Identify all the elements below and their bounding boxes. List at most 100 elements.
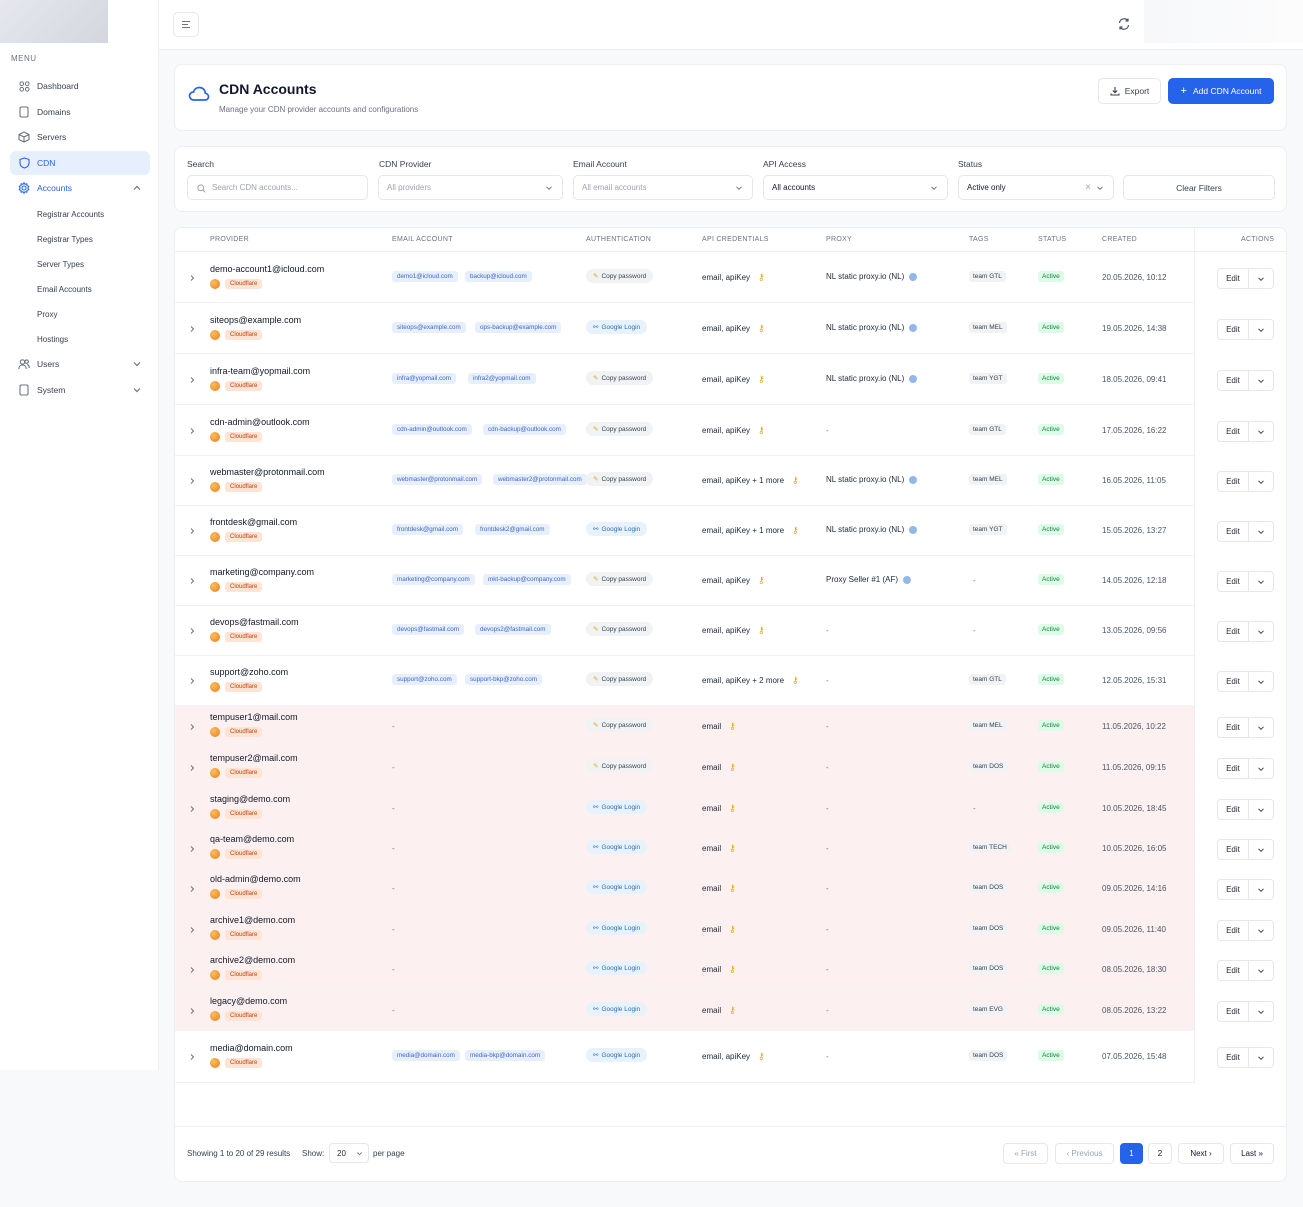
- email-chip[interactable]: infra@yopmail.com: [392, 373, 456, 384]
- info-icon[interactable]: [909, 525, 918, 534]
- table-row[interactable]: demo-account1@icloud.com Cloudflare demo1@…: [175, 253, 1194, 303]
- chevron-right-icon[interactable]: [188, 885, 196, 893]
- sidebar-subitem-hostings[interactable]: Hostings: [37, 334, 69, 344]
- chevron-right-icon[interactable]: [188, 677, 196, 685]
- provider-account-name[interactable]: archive1@demo.com: [210, 915, 296, 925]
- chevron-right-icon[interactable]: [188, 1007, 196, 1015]
- provider-account-name[interactable]: tempuser2@mail.com: [210, 753, 298, 763]
- key-icon[interactable]: ⚷: [758, 323, 765, 333]
- edit-button[interactable]: Edit: [1217, 671, 1249, 692]
- menu-toggle-button[interactable]: [173, 12, 199, 37]
- google-login-button[interactable]: ⚯ Google Login: [586, 1048, 648, 1062]
- chevron-right-icon[interactable]: [188, 527, 196, 535]
- provider-account-name[interactable]: infra-team@yopmail.com: [210, 366, 311, 376]
- chevron-right-icon[interactable]: [188, 477, 196, 485]
- email-select[interactable]: All email accounts: [573, 175, 753, 200]
- refresh-icon[interactable]: [1117, 17, 1131, 31]
- first-page-button[interactable]: « First: [1003, 1143, 1048, 1164]
- provider-account-name[interactable]: support@zoho.com: [210, 667, 289, 677]
- row-actions-dropdown[interactable]: [1248, 671, 1274, 692]
- row-actions-dropdown[interactable]: [1248, 758, 1274, 779]
- key-icon[interactable]: ⚷: [729, 964, 736, 974]
- user-menu[interactable]: [1144, 0, 1303, 43]
- email-chip[interactable]: devops2@fastmail.com: [475, 624, 551, 635]
- provider-account-name[interactable]: qa-team@demo.com: [210, 834, 295, 844]
- table-row[interactable]: marketing@company.com Cloudflare marketing…: [175, 556, 1194, 606]
- email-chip[interactable]: devops@fastmail.com: [392, 624, 465, 635]
- copy-password-button[interactable]: ✎ Copy password: [586, 622, 654, 636]
- edit-button[interactable]: Edit: [1217, 799, 1249, 820]
- email-chip[interactable]: backup@icloud.com: [465, 271, 532, 282]
- sidebar-item-users[interactable]: Users: [10, 352, 150, 376]
- clear-filters-button[interactable]: Clear Filters: [1123, 175, 1275, 200]
- copy-password-button[interactable]: ✎ Copy password: [586, 759, 654, 773]
- row-actions-dropdown[interactable]: [1248, 717, 1274, 738]
- google-login-button[interactable]: ⚯ Google Login: [586, 1002, 648, 1016]
- sidebar-subitem-email-accounts[interactable]: Email Accounts: [37, 284, 92, 294]
- page-1-button[interactable]: 1: [1120, 1143, 1143, 1164]
- edit-button[interactable]: Edit: [1217, 1047, 1249, 1068]
- edit-button[interactable]: Edit: [1217, 370, 1249, 391]
- copy-password-button[interactable]: ✎ Copy password: [586, 672, 654, 686]
- provider-account-name[interactable]: frontdesk@gmail.com: [210, 517, 298, 527]
- sidebar-item-dashboard[interactable]: Dashboard: [10, 74, 150, 98]
- key-icon[interactable]: ⚷: [792, 475, 799, 485]
- key-icon[interactable]: ⚷: [758, 425, 765, 435]
- column-header-email[interactable]: EMAIL ACCOUNT: [392, 236, 453, 243]
- info-icon[interactable]: [909, 323, 918, 332]
- info-icon[interactable]: [909, 272, 918, 281]
- chevron-right-icon[interactable]: [188, 376, 196, 384]
- key-icon[interactable]: ⚷: [792, 525, 799, 535]
- key-icon[interactable]: ⚷: [758, 374, 765, 384]
- edit-button[interactable]: Edit: [1217, 717, 1249, 738]
- row-actions-dropdown[interactable]: [1248, 268, 1274, 289]
- provider-account-name[interactable]: webmaster@protonmail.com: [210, 467, 325, 477]
- copy-password-button[interactable]: ✎ Copy password: [586, 572, 654, 586]
- search-input[interactable]: Search CDN accounts...: [187, 175, 368, 200]
- info-icon[interactable]: [903, 575, 912, 584]
- sidebar-item-cdn[interactable]: CDN: [10, 150, 150, 175]
- key-icon[interactable]: ⚷: [758, 1051, 765, 1061]
- table-row[interactable]: siteops@example.com Cloudflare siteops@exa…: [175, 303, 1194, 354]
- table-row[interactable]: staging@demo.com Cloudflare - ⚯ Google Login…: [175, 788, 1194, 829]
- chevron-down-icon[interactable]: [132, 359, 142, 369]
- api-select[interactable]: All accounts: [763, 175, 948, 200]
- sidebar-item-system[interactable]: System: [10, 378, 150, 402]
- google-login-button[interactable]: ⚯ Google Login: [586, 800, 648, 814]
- sidebar-item-accounts[interactable]: Accounts: [10, 176, 150, 200]
- email-chip[interactable]: marketing@company.com: [392, 574, 475, 585]
- clear-icon[interactable]: ×: [1085, 182, 1091, 193]
- row-actions-dropdown[interactable]: [1248, 621, 1274, 642]
- info-icon[interactable]: [909, 475, 918, 484]
- table-row[interactable]: qa-team@demo.com Cloudflare - ⚯ Google Login…: [175, 829, 1194, 869]
- chevron-right-icon[interactable]: [188, 926, 196, 934]
- table-row[interactable]: devops@fastmail.com Cloudflare devops@fast…: [175, 606, 1194, 656]
- key-icon[interactable]: ⚷: [758, 625, 765, 635]
- provider-account-name[interactable]: siteops@example.com: [210, 315, 302, 325]
- table-row[interactable]: archive1@demo.com Cloudflare - ⚯ Google Logi…: [175, 909, 1194, 950]
- add-cdn-account-button[interactable]: + Add CDN Account: [1168, 78, 1274, 104]
- table-row[interactable]: tempuser2@mail.com Cloudflare - ✎ Copy passw…: [175, 747, 1194, 788]
- edit-button[interactable]: Edit: [1217, 471, 1249, 492]
- table-row[interactable]: old-admin@demo.com Cloudflare - ⚯ Google Log…: [175, 869, 1194, 909]
- row-actions-dropdown[interactable]: [1248, 879, 1274, 900]
- page-2-button[interactable]: 2: [1148, 1143, 1172, 1164]
- edit-button[interactable]: Edit: [1217, 839, 1249, 860]
- edit-button[interactable]: Edit: [1217, 571, 1249, 592]
- copy-password-button[interactable]: ✎ Copy password: [586, 718, 654, 732]
- copy-password-button[interactable]: ✎ Copy password: [586, 472, 654, 486]
- column-header-proxy[interactable]: PROXY: [826, 236, 853, 243]
- google-login-button[interactable]: ⚯ Google Login: [586, 522, 648, 536]
- sidebar-subitem-registrar-accounts[interactable]: Registrar Accounts: [37, 209, 105, 219]
- google-login-button[interactable]: ⚯ Google Login: [586, 961, 648, 975]
- copy-password-button[interactable]: ✎ Copy password: [586, 269, 654, 283]
- chevron-right-icon[interactable]: [188, 427, 196, 435]
- key-icon[interactable]: ⚷: [729, 924, 736, 934]
- row-actions-dropdown[interactable]: [1248, 571, 1274, 592]
- email-chip[interactable]: support-bkp@zoho.com: [465, 674, 542, 685]
- chevron-right-icon[interactable]: [188, 764, 196, 772]
- per-page-select[interactable]: 20: [329, 1143, 369, 1163]
- table-row[interactable]: tempuser1@mail.com Cloudflare - ✎ Copy passw…: [175, 706, 1194, 747]
- table-row[interactable]: support@zoho.com Cloudflare support@zoho.c…: [175, 656, 1194, 706]
- chevron-right-icon[interactable]: [188, 627, 196, 635]
